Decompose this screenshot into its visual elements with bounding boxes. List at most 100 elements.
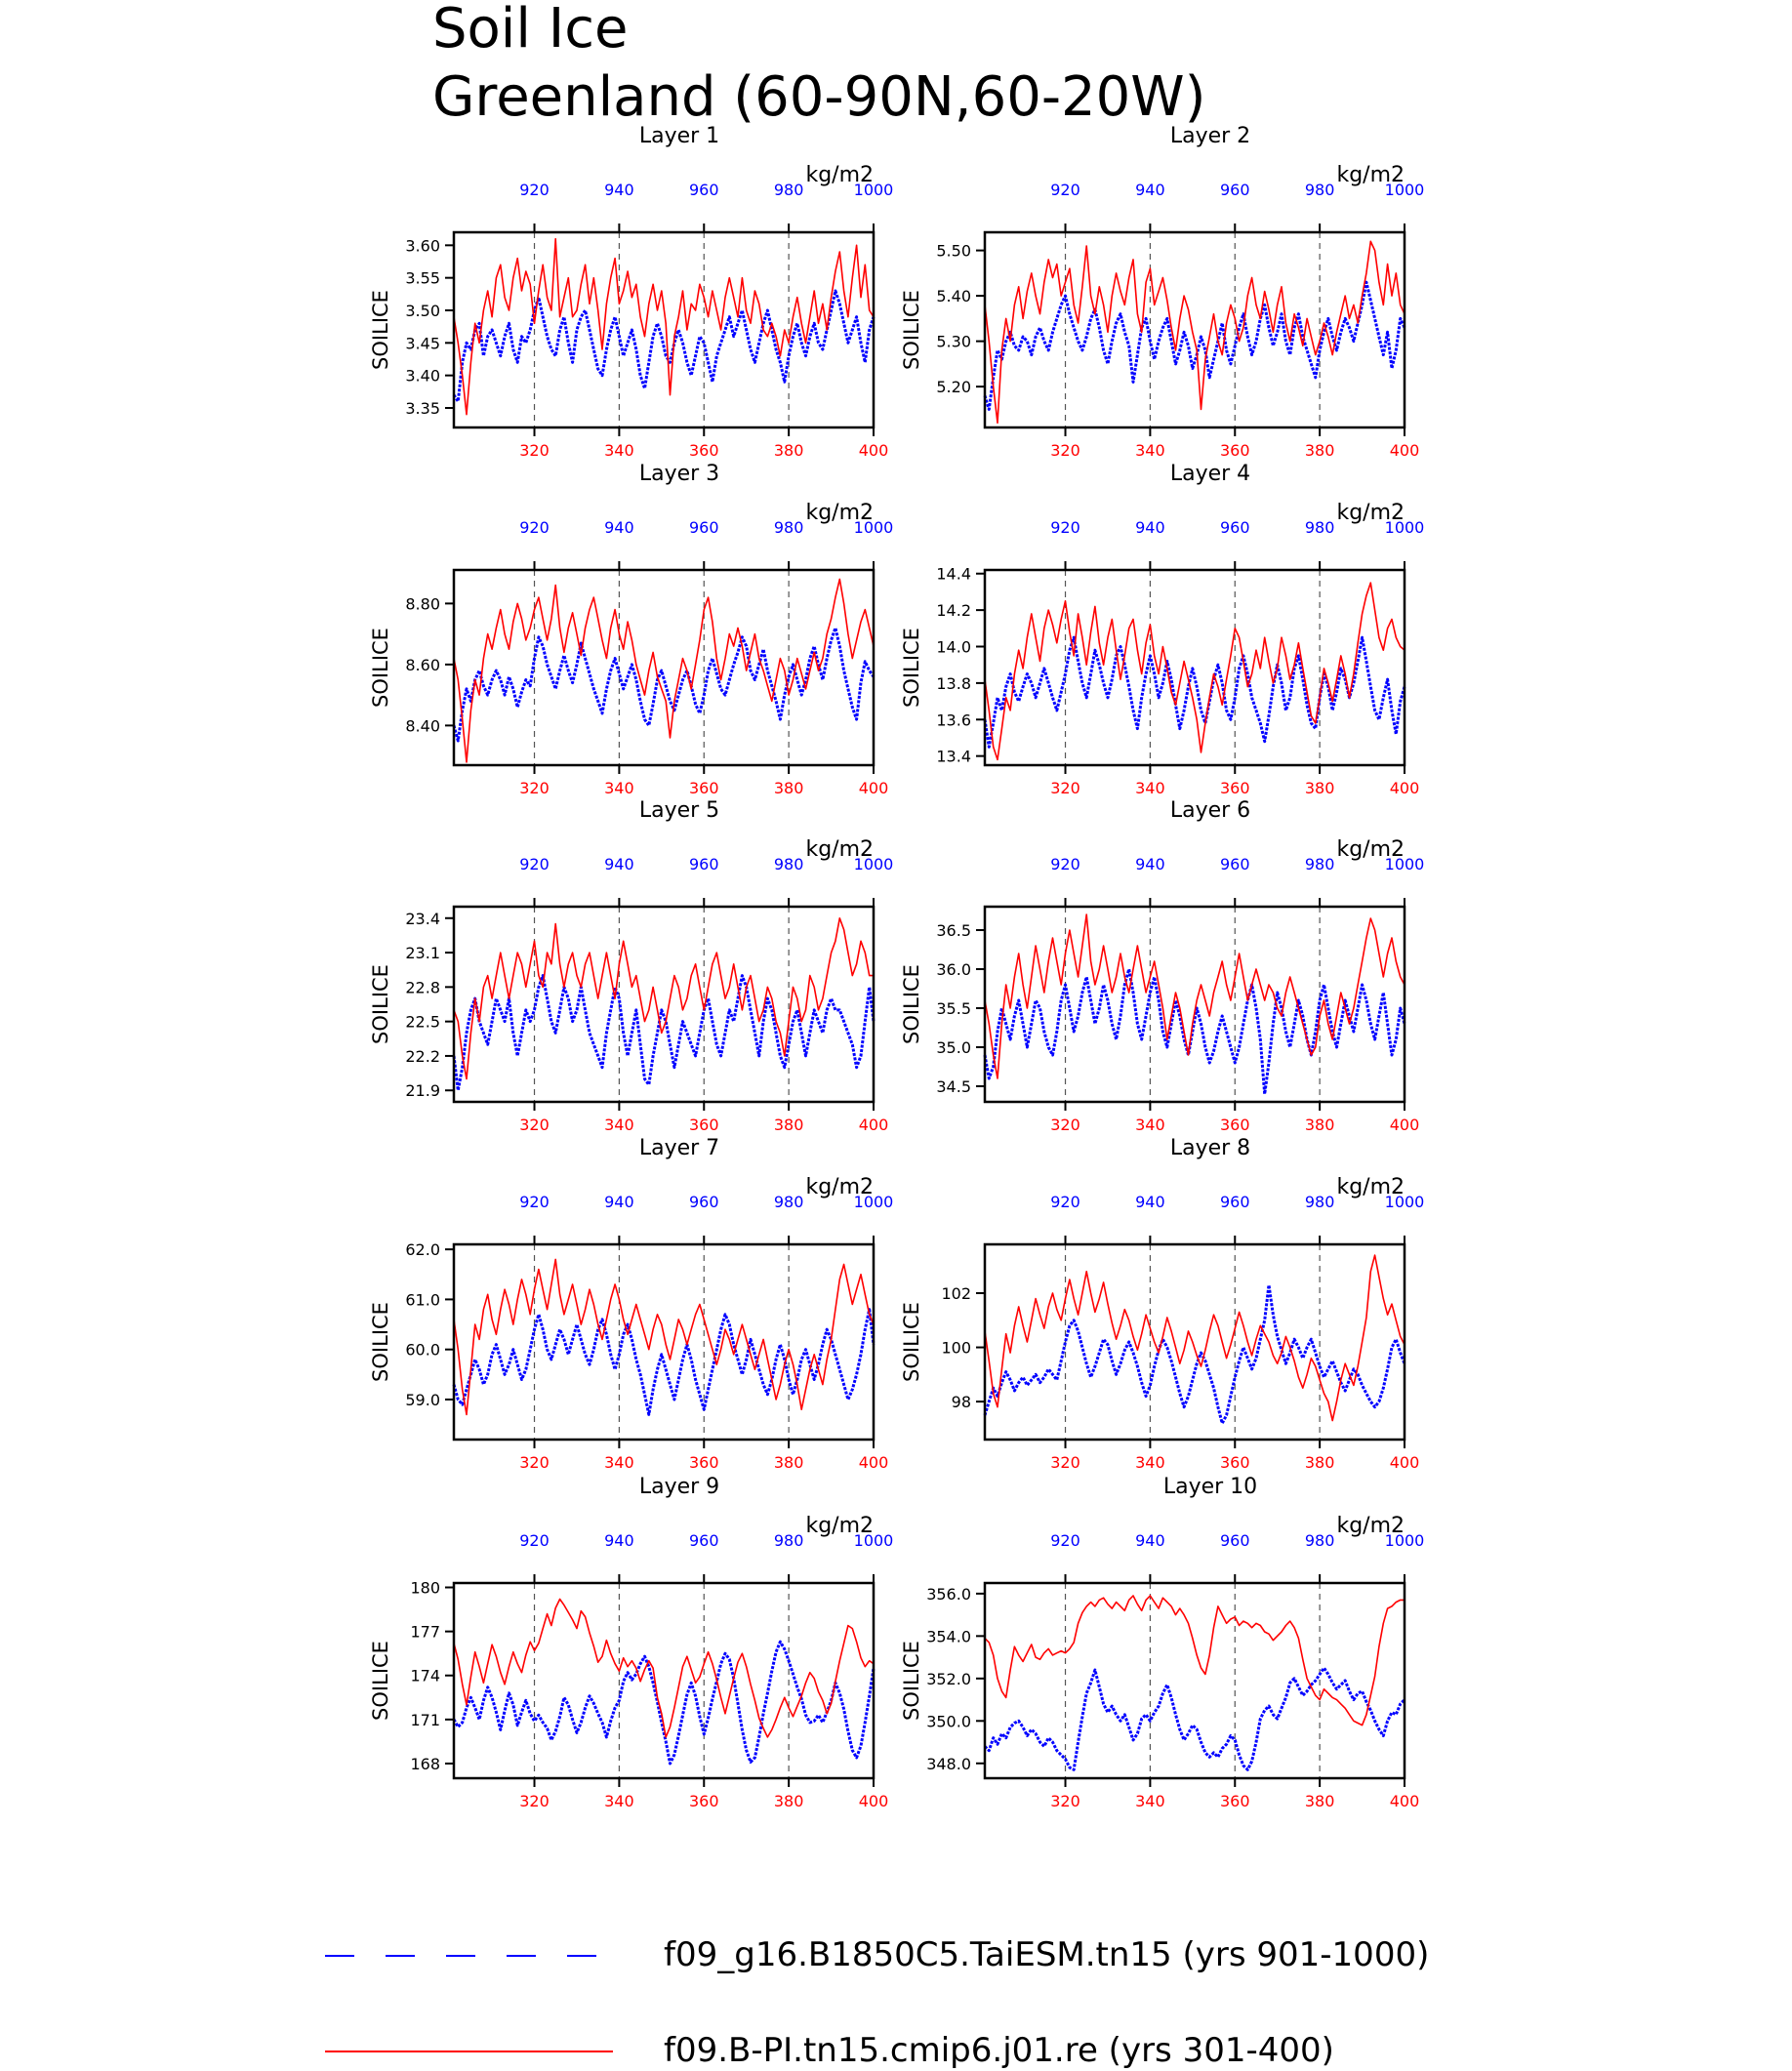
plot-frame — [983, 1581, 1406, 1780]
legend-label-blue: f09_g16.B1850C5.TaiESM.tn15 (yrs 901-100… — [664, 1935, 1429, 1974]
y-tick-label: 8.80 — [405, 594, 440, 613]
x-bottom-tick-label: 380 — [774, 441, 804, 460]
x-top-tick-label: 980 — [774, 1193, 804, 1211]
x-top-tick-label: 960 — [689, 1531, 719, 1550]
y-tick-label: 5.50 — [936, 242, 971, 261]
x-bottom-tick-label: 360 — [689, 1116, 719, 1134]
x-bottom-tick-label: 400 — [859, 1116, 889, 1134]
figure-title-line2: Greenland (60-90N,60-20W) — [432, 65, 1206, 129]
chart-panel: Layer 2 kg/m2 5.20 5.30 5.40 5.50 SOILICE 320 34… — [900, 124, 1424, 460]
y-tick-label: 174 — [410, 1667, 440, 1685]
x-top-tick-label: 940 — [604, 855, 634, 873]
y-axis-label: SOILICE — [900, 964, 923, 1044]
series-line-blue — [452, 974, 876, 1092]
series-line-red — [984, 1595, 1405, 1726]
x-top-tick-label: 920 — [1050, 855, 1080, 873]
figure-title-line1: Soil Ice — [432, 0, 628, 61]
units-label: kg/m2 — [805, 501, 874, 525]
y-tick-label: 168 — [410, 1755, 440, 1773]
y-tick-label: 8.40 — [405, 716, 440, 735]
x-top-tick-label: 920 — [1050, 1531, 1080, 1550]
series-line-blue — [983, 1666, 1406, 1771]
x-bottom-tick-label: 400 — [1390, 441, 1420, 460]
x-bottom-tick-label: 400 — [859, 1453, 889, 1472]
plot-frame — [983, 1242, 1406, 1442]
x-top-tick-label: 960 — [689, 518, 719, 537]
x-bottom-tick-label: 380 — [774, 1792, 804, 1810]
x-bottom-tick-label: 320 — [519, 1453, 550, 1472]
x-top-tick-label: 980 — [774, 181, 804, 199]
x-bottom-tick-label: 340 — [604, 1453, 634, 1472]
x-top-tick-label: 960 — [1220, 1531, 1250, 1550]
x-bottom-tick-label: 340 — [1135, 1116, 1165, 1134]
y-tick-label: 5.20 — [936, 378, 971, 396]
y-tick-label: 5.30 — [936, 333, 971, 351]
x-top-tick-label: 960 — [689, 1193, 719, 1211]
y-axis-label: SOILICE — [369, 628, 392, 708]
x-bottom-tick-label: 380 — [1305, 1453, 1335, 1472]
x-bottom-tick-label: 340 — [1135, 1453, 1165, 1472]
x-top-tick-label: 920 — [1050, 518, 1080, 537]
x-top-tick-label: 1000 — [1385, 1193, 1425, 1211]
series-line-red — [453, 1258, 875, 1416]
x-top-tick-label: 1000 — [854, 855, 894, 873]
x-bottom-tick-label: 380 — [774, 779, 804, 797]
chart-panel: Layer 3 kg/m2 8.40 8.60 8.80 SOILICE 320 340 360… — [369, 462, 893, 797]
x-bottom-tick-label: 400 — [1390, 779, 1420, 797]
x-bottom-tick-label: 360 — [1220, 1116, 1250, 1134]
y-tick-label: 22.5 — [405, 1013, 440, 1032]
y-tick-label: 60.0 — [405, 1341, 440, 1360]
y-tick-label: 21.9 — [405, 1081, 440, 1100]
plot-frame — [452, 905, 876, 1104]
units-label: kg/m2 — [1336, 837, 1405, 862]
series-line-red — [984, 582, 1405, 761]
y-tick-label: 13.4 — [936, 748, 971, 766]
series-line-blue — [452, 1308, 876, 1416]
y-axis-label: SOILICE — [369, 1302, 392, 1382]
x-bottom-tick-label: 340 — [1135, 779, 1165, 797]
x-top-tick-label: 940 — [604, 1193, 634, 1211]
panel-title: Layer 9 — [639, 1475, 719, 1499]
y-tick-label: 35.5 — [936, 999, 971, 1018]
y-tick-label: 180 — [410, 1579, 440, 1598]
x-top-tick-label: 980 — [1305, 181, 1335, 199]
chart-panel: Layer 10 kg/m2 348.0 350.0 352.0 354.0 356.0 SO… — [900, 1475, 1424, 1810]
chart-panel: Layer 5 kg/m2 21.9 22.2 22.5 22.8 23.1 23.4 SOIL… — [369, 798, 893, 1134]
x-bottom-tick-label: 340 — [604, 779, 634, 797]
y-tick-label: 348.0 — [926, 1755, 971, 1773]
y-axis-label: SOILICE — [369, 290, 392, 370]
x-top-tick-label: 1000 — [1385, 855, 1425, 873]
series-line-blue — [983, 967, 1406, 1096]
y-axis-label: SOILICE — [900, 628, 923, 708]
x-top-tick-label: 980 — [1305, 518, 1335, 537]
y-tick-label: 171 — [410, 1711, 440, 1729]
series-line-red — [453, 237, 875, 416]
x-top-tick-label: 1000 — [1385, 181, 1425, 199]
x-top-tick-label: 960 — [1220, 518, 1250, 537]
panel-title: Layer 1 — [639, 124, 719, 148]
x-bottom-tick-label: 400 — [1390, 1792, 1420, 1810]
y-tick-label: 177 — [410, 1623, 440, 1642]
x-bottom-tick-label: 360 — [1220, 441, 1250, 460]
x-top-tick-label: 1000 — [1385, 518, 1425, 537]
y-axis-label: SOILICE — [900, 1641, 923, 1721]
y-tick-label: 3.50 — [405, 302, 440, 320]
x-bottom-tick-label: 400 — [859, 1792, 889, 1810]
x-top-tick-label: 960 — [1220, 855, 1250, 873]
y-axis-label: SOILICE — [900, 290, 923, 370]
y-axis-label: SOILICE — [900, 1302, 923, 1382]
x-top-tick-label: 940 — [604, 181, 634, 199]
y-tick-label: 62.0 — [405, 1240, 440, 1259]
legend-label-red: f09.B-PI.tn15.cmip6.j01.re (yrs 301-400) — [664, 2031, 1334, 2070]
x-bottom-tick-label: 400 — [1390, 1116, 1420, 1134]
x-bottom-tick-label: 320 — [1050, 1453, 1080, 1472]
legend: f09_g16.B1850C5.TaiESM.tn15 (yrs 901-100… — [325, 1935, 1429, 2070]
units-label: kg/m2 — [1336, 163, 1405, 187]
units-label: kg/m2 — [1336, 501, 1405, 525]
x-bottom-tick-label: 360 — [689, 779, 719, 797]
panel-title: Layer 2 — [1170, 124, 1250, 148]
x-top-tick-label: 1000 — [854, 518, 894, 537]
x-bottom-tick-label: 380 — [774, 1453, 804, 1472]
units-label: kg/m2 — [805, 1514, 874, 1538]
